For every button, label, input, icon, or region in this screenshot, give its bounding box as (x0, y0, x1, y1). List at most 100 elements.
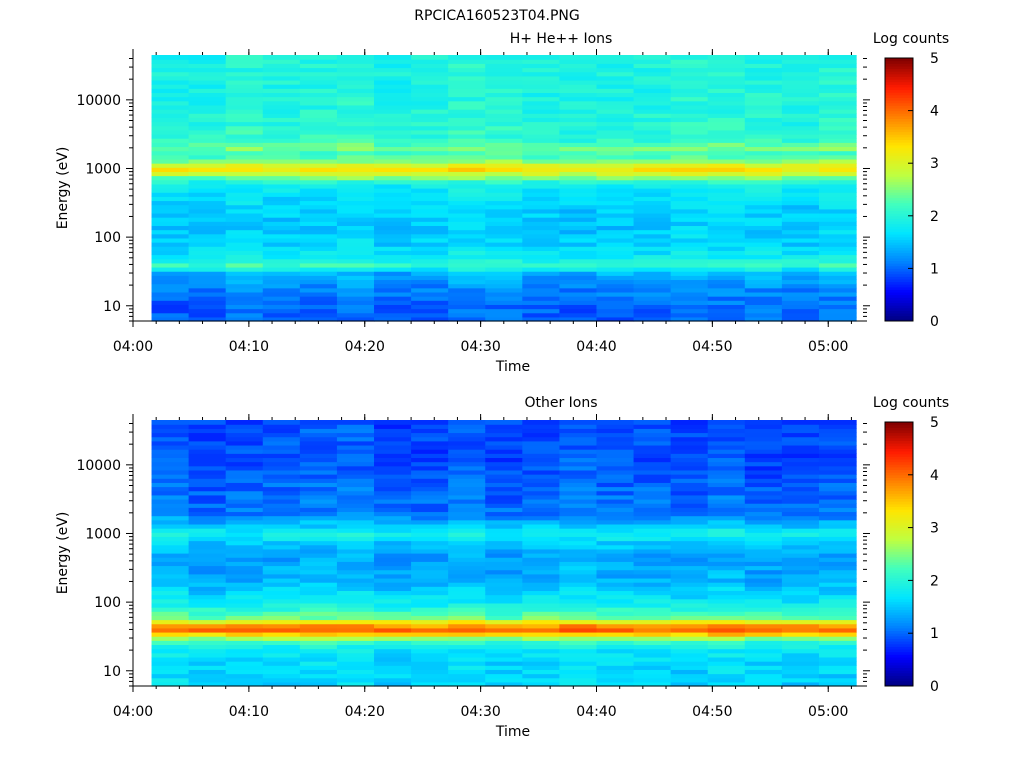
heatmap-cell (262, 75, 301, 81)
heatmap-cell (485, 540, 523, 546)
heatmap-cell (336, 498, 375, 504)
heatmap-cell (522, 432, 561, 438)
heatmap-cell (411, 636, 449, 641)
heatmap-cell (225, 312, 264, 318)
heatmap-cell (596, 677, 635, 683)
heatmap-cell (374, 266, 412, 272)
colorbar-segment (885, 638, 913, 642)
heatmap-cell (188, 420, 227, 425)
heatmap-cell (188, 142, 227, 148)
heatmap-cell (522, 607, 561, 612)
colorbar-segment (885, 65, 913, 70)
heatmap-cell (262, 631, 301, 637)
colorbar-segment (885, 260, 913, 264)
heatmap-cell (299, 573, 338, 579)
heatmap-cell (781, 146, 820, 152)
heatmap-cell (485, 75, 523, 81)
heatmap-cell (336, 577, 375, 583)
heatmap-cell (374, 652, 412, 658)
heatmap-cell (188, 636, 227, 641)
heatmap-cell (262, 208, 301, 214)
heatmap-cell (670, 474, 709, 479)
heatmap-cell (225, 486, 264, 492)
heatmap-cell (262, 316, 301, 322)
heatmap-cell (781, 254, 820, 260)
heatmap-cell (781, 237, 820, 243)
heatmap-cell (707, 84, 746, 89)
heatmap-cell (522, 254, 561, 260)
heatmap-cell (707, 420, 746, 425)
heatmap-cell (225, 167, 264, 172)
colorbar-segment (885, 548, 913, 552)
heatmap-cell (411, 117, 449, 123)
heatmap-cell (151, 71, 190, 77)
heatmap-cell (188, 262, 227, 268)
heatmap-cell (670, 287, 709, 293)
heatmap-cell (374, 204, 412, 210)
colorbar-segment (885, 643, 913, 647)
heatmap-cell (818, 498, 857, 504)
heatmap-cell (448, 528, 486, 533)
colorbar-segment (885, 493, 913, 497)
heatmap-cell (818, 544, 857, 550)
heatmap-cell (744, 644, 783, 650)
heatmap-cell (522, 275, 561, 281)
heatmap-cell (670, 192, 709, 197)
heatmap-cell (596, 507, 635, 513)
colorbar-segment (885, 424, 913, 428)
heatmap-cell (596, 183, 635, 189)
heatmap-cell (522, 644, 561, 650)
heatmap-cell (670, 258, 709, 264)
heatmap-cell (781, 590, 820, 596)
heatmap-cell (633, 615, 672, 621)
heatmap-cell (707, 569, 746, 575)
heatmap-cell (485, 681, 523, 687)
heatmap-cell (485, 287, 523, 293)
heatmap-cell (299, 607, 338, 612)
colorbar-segment (885, 239, 913, 243)
colorbar-segment (885, 105, 913, 109)
heatmap-cell (299, 640, 338, 646)
heatmap-cell (225, 586, 264, 592)
heatmap-cell (374, 100, 412, 106)
heatmap-cell (670, 246, 709, 251)
heatmap-cell (781, 279, 820, 285)
heatmap-cell (225, 449, 264, 454)
heatmap-cell (633, 146, 672, 152)
heatmap-cell (485, 304, 523, 310)
heatmap-cell (336, 681, 375, 687)
heatmap-cell (818, 436, 857, 442)
heatmap-cell (670, 296, 709, 301)
heatmap-cell (336, 611, 375, 616)
heatmap-cell (744, 179, 783, 185)
heatmap-cell (262, 561, 301, 567)
heatmap-cell (522, 636, 561, 641)
colorbar-segment (885, 593, 913, 597)
heatmap-cell (151, 262, 190, 268)
heatmap-cell (670, 424, 709, 429)
heatmap-cell (411, 192, 449, 197)
heatmap-cell (559, 100, 598, 106)
heatmap-cell (411, 59, 449, 64)
heatmap-cell (262, 582, 301, 587)
heatmap-cell (559, 200, 598, 206)
heatmap-cell (522, 312, 561, 318)
heatmap-cell (374, 615, 412, 621)
heatmap-cell (744, 212, 783, 218)
heatmap-cell (448, 494, 486, 500)
heatmap-cell (225, 490, 264, 496)
heatmap-cell (411, 287, 449, 293)
heatmap-cell (262, 117, 301, 123)
heatmap-cell (707, 113, 746, 118)
heatmap-cell (485, 296, 523, 301)
heatmap-cell (411, 175, 449, 181)
heatmap-cell (299, 63, 338, 69)
heatmap-cell (374, 163, 412, 168)
heatmap-cell (670, 154, 709, 160)
heatmap-cell (707, 523, 746, 529)
heatmap-cell (374, 602, 412, 608)
heatmap-cell (707, 237, 746, 243)
heatmap-cell (262, 146, 301, 152)
heatmap-cell (299, 611, 338, 616)
heatmap-cell (374, 304, 412, 310)
